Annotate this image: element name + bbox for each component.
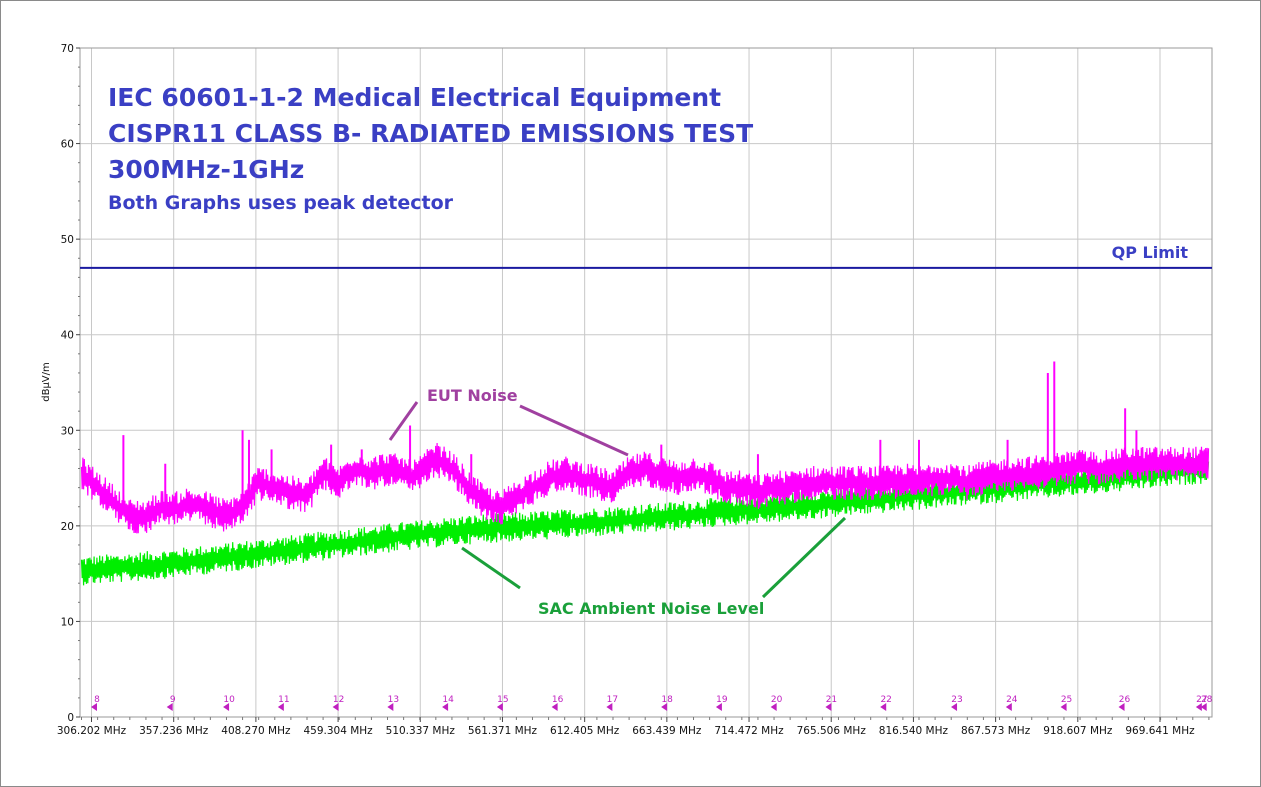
marker-label: 24 xyxy=(1006,695,1018,705)
marker-triangle xyxy=(223,703,230,711)
marker-label: 17 xyxy=(607,695,618,705)
plot-border xyxy=(79,47,1213,718)
y-tick-label: 10 xyxy=(61,616,74,628)
marker-triangle xyxy=(1200,703,1207,711)
series-eut-noise xyxy=(80,361,1210,534)
grid xyxy=(80,48,1212,717)
x-tick-label: 612.405 MHz xyxy=(550,725,620,737)
x-tick-label: 969.641 MHz xyxy=(1125,725,1195,737)
eut-noise-label: EUT Noise xyxy=(427,386,518,405)
y-tick-label: 20 xyxy=(61,521,74,533)
marker-triangle xyxy=(496,703,503,711)
marker-triangle xyxy=(951,703,958,711)
qp-limit-label: QP Limit xyxy=(1112,243,1189,262)
x-tick-label: 867.573 MHz xyxy=(961,725,1031,737)
x-tick-label: 408.270 MHz xyxy=(221,725,291,737)
marker-triangle xyxy=(661,703,668,711)
marker-label: 26 xyxy=(1119,695,1131,705)
marker-label: 23 xyxy=(951,695,962,705)
x-tick-label: 306.202 MHz xyxy=(57,725,127,737)
marker-label: 27 xyxy=(1196,695,1207,705)
x-tick-label: 816.540 MHz xyxy=(879,725,949,737)
marker-label: 20 xyxy=(771,695,783,705)
marker-label: 12 xyxy=(333,695,344,705)
marker-label: 9 xyxy=(170,695,176,705)
marker-label: 22 xyxy=(880,695,891,705)
y-tick-label: 30 xyxy=(61,425,74,437)
marker-label: 15 xyxy=(497,695,508,705)
y-tick-label: 60 xyxy=(61,139,74,151)
sac-annotation-arrow-left xyxy=(461,546,521,590)
chart-title-line-3: 300MHz-1GHz xyxy=(108,155,304,184)
x-tick-label: 459.304 MHz xyxy=(303,725,373,737)
sac-annotation-arrow-right xyxy=(761,516,847,599)
marker-label: 14 xyxy=(442,695,454,705)
marker-label: 18 xyxy=(661,695,673,705)
x-axis: 306.202 MHz 357.236 MHz 408.270 MHz 459.304… xyxy=(57,717,1210,737)
marker-triangle xyxy=(332,703,339,711)
marker-triangle xyxy=(166,703,173,711)
marker-label: 28 xyxy=(1201,695,1213,705)
y-tick-label: 40 xyxy=(61,330,74,342)
marker-triangle xyxy=(1060,703,1067,711)
eut-annotation-arrow-right xyxy=(519,404,629,457)
marker-label: 19 xyxy=(716,695,728,705)
y-tick-label: 0 xyxy=(67,712,74,724)
marker-triangle xyxy=(442,703,449,711)
y-tick-label: 50 xyxy=(61,234,74,246)
marker-triangle xyxy=(551,703,558,711)
x-tick-label: 714.472 MHz xyxy=(714,725,784,737)
marker-triangle xyxy=(387,703,394,711)
marker-triangle xyxy=(1195,703,1202,711)
marker-triangle xyxy=(715,703,722,711)
marker-triangle xyxy=(770,703,777,711)
marker-label: 21 xyxy=(826,695,837,705)
marker-triangle xyxy=(1005,703,1012,711)
x-tick-label: 765.506 MHz xyxy=(797,725,867,737)
plot-area xyxy=(79,47,1213,718)
x-tick-label: 663.439 MHz xyxy=(632,725,702,737)
marker-triangle xyxy=(91,703,98,711)
marker-label: 8 xyxy=(94,695,100,705)
marker-triangle xyxy=(277,703,284,711)
marker-triangle xyxy=(880,703,887,711)
x-tick-label: 357.236 MHz xyxy=(139,725,209,737)
marker-label: 10 xyxy=(223,695,235,705)
y-axis-label: dBµV/m xyxy=(41,362,52,402)
eut-trace xyxy=(80,442,1210,534)
y-tick-label: 70 xyxy=(61,43,74,55)
chart-title-line-1: IEC 60601-1-2 Medical Electrical Equipme… xyxy=(108,83,721,112)
x-tick-label: 918.607 MHz xyxy=(1043,725,1113,737)
x-tick-label: 561.371 MHz xyxy=(468,725,538,737)
marker-triangle xyxy=(825,703,832,711)
chart-subtitle: Both Graphs uses peak detector xyxy=(108,192,454,214)
marker-label: 11 xyxy=(278,695,289,705)
y-axis: 0 10 20 30 40 50 60 70 xyxy=(61,43,80,724)
chart-title-line-2: CISPR11 CLASS B- RADIATED EMISSIONS TEST xyxy=(108,119,753,148)
marker-triangle xyxy=(1118,703,1125,711)
x-tick-label: 510.337 MHz xyxy=(386,725,456,737)
marker-label: 25 xyxy=(1061,695,1072,705)
marker-triangle xyxy=(606,703,613,711)
sac-noise-label: SAC Ambient Noise Level xyxy=(538,599,764,618)
marker-label: 13 xyxy=(388,695,399,705)
eut-annotation-arrow-left xyxy=(388,401,419,441)
marker-label: 16 xyxy=(552,695,564,705)
